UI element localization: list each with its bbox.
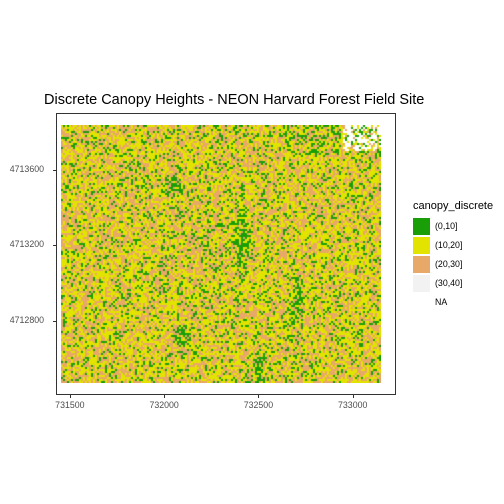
legend-key (413, 218, 430, 235)
y-tick (53, 169, 56, 171)
legend-key (413, 275, 430, 292)
plot-title: Discrete Canopy Heights - NEON Harvard F… (44, 92, 425, 108)
y-tick (53, 245, 56, 247)
legend-label: (0,10] (435, 221, 458, 231)
x-tick-label: 733000 (338, 400, 368, 410)
legend-label: (10,20] (435, 240, 463, 250)
y-tick (53, 320, 56, 322)
y-tick-label: 4713200 (9, 239, 44, 250)
legend-label: (30,40] (435, 278, 463, 288)
x-tick-label: 731500 (55, 400, 85, 410)
y-tick-label: 4713600 (9, 163, 44, 174)
legend-label: NA (435, 297, 448, 307)
x-tick-label: 732000 (149, 400, 179, 410)
x-tick (164, 395, 166, 398)
canopy-raster (61, 125, 381, 383)
legend-key (413, 237, 430, 254)
legend-key (413, 294, 430, 311)
x-tick (258, 395, 260, 398)
x-tick-label: 732500 (243, 400, 274, 410)
x-tick (69, 395, 71, 398)
legend-key (413, 256, 430, 273)
legend-label: (20,30] (435, 259, 463, 269)
legend-title: canopy_discrete (413, 200, 494, 212)
y-tick-label: 4712800 (9, 314, 44, 325)
x-tick (352, 395, 354, 398)
